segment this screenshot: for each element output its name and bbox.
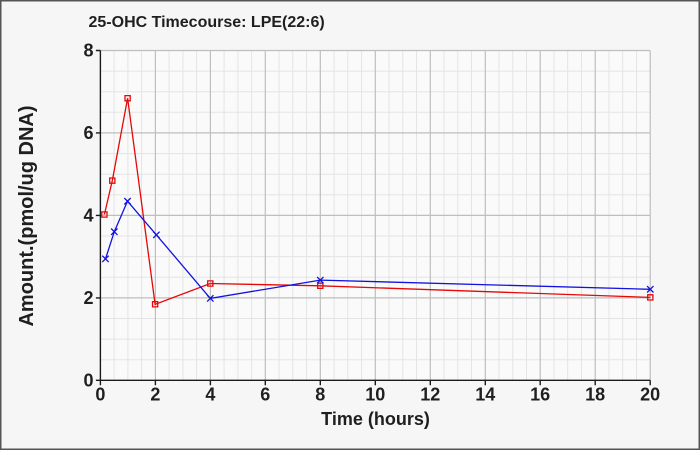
svg-text:25-OHC Timecourse: LPE(22:6): 25-OHC Timecourse: LPE(22:6): [89, 14, 325, 31]
svg-text:0: 0: [95, 384, 105, 404]
svg-text:12: 12: [420, 384, 440, 404]
svg-text:4: 4: [83, 206, 93, 226]
svg-text:14: 14: [475, 384, 495, 404]
svg-text:6: 6: [260, 384, 270, 404]
svg-text:18: 18: [585, 384, 605, 404]
svg-text:16: 16: [530, 384, 550, 404]
svg-text:10: 10: [365, 384, 385, 404]
svg-text:8: 8: [83, 41, 93, 61]
svg-text:6: 6: [83, 123, 93, 143]
svg-text:0: 0: [83, 371, 93, 391]
svg-text:Amount.(pmol/ug DNA): Amount.(pmol/ug DNA): [16, 105, 38, 326]
svg-text:2: 2: [150, 384, 160, 404]
svg-text:8: 8: [315, 384, 325, 404]
svg-text:2: 2: [83, 288, 93, 308]
svg-text:4: 4: [205, 384, 215, 404]
svg-text:20: 20: [640, 384, 660, 404]
svg-text:Time (hours): Time (hours): [321, 409, 430, 429]
